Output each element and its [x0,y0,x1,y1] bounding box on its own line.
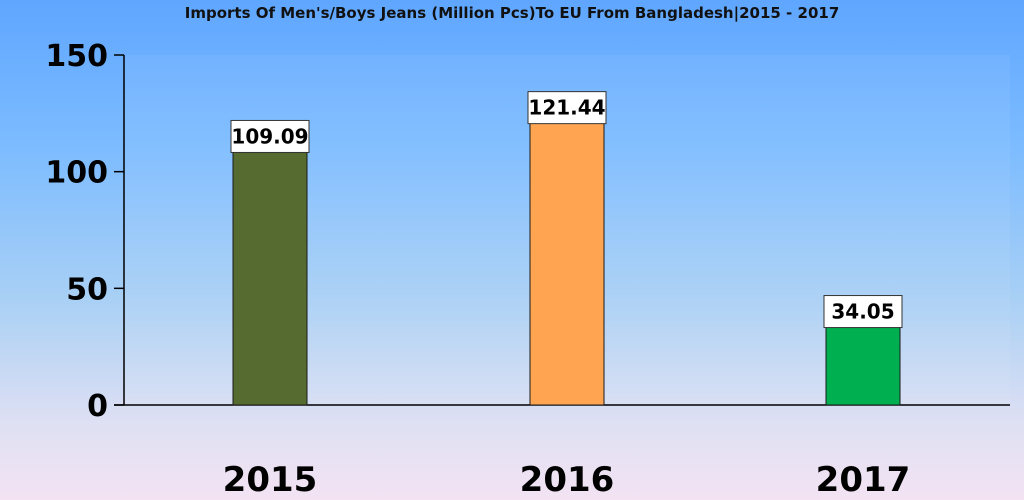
data-label: 109.09 [231,124,308,148]
x-category-label: 2016 [520,460,615,500]
data-label: 121.44 [528,96,605,120]
data-label-box [230,119,310,153]
chart-title: Imports Of Men's/Boys Jeans (Million Pcs… [185,4,840,23]
y-tick-label: 0 [87,389,108,424]
y-tick-label: 50 [66,272,108,307]
bar-2016 [529,121,605,406]
y-tick-label: 150 [45,39,108,74]
y-tick-label: 100 [45,156,108,191]
x-category-label: 2017 [816,460,911,500]
bar-2015 [232,149,308,406]
data-label-box [527,91,607,125]
plot-area: 0 50 100 150 109.09 2015 121.44 2016 34.05 2017 [45,39,1010,500]
x-category-label: 2015 [223,460,318,500]
bar-2017 [825,325,901,406]
data-label: 34.05 [831,300,894,324]
data-label-box [823,295,903,329]
